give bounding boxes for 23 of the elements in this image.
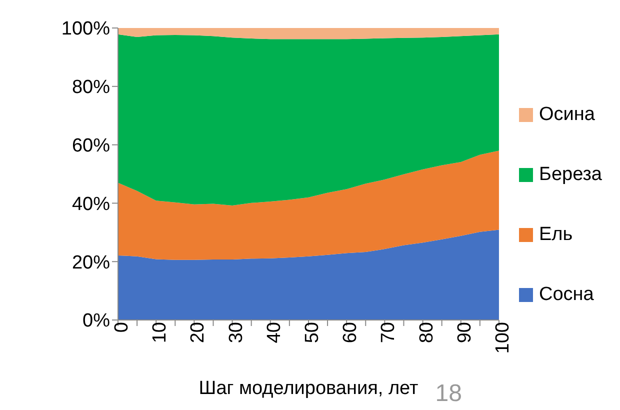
x-tick-label: 100 xyxy=(492,322,514,354)
legend-label: Осина xyxy=(538,104,595,126)
y-tick-label: 0% xyxy=(82,310,110,332)
x-tick-label: 80 xyxy=(416,322,438,344)
legend-label: Ель xyxy=(538,224,573,246)
legend-label: Сосна xyxy=(538,284,594,306)
x-tick-label: 20 xyxy=(188,322,209,344)
x-tick-label: 90 xyxy=(454,322,476,344)
text: 18 xyxy=(435,380,462,408)
y-tick-label: 40% xyxy=(72,194,110,215)
legend-label: Береза xyxy=(538,164,602,186)
y-tick-label: 60% xyxy=(72,136,110,157)
x-axis-title: Шаг моделирования, лет xyxy=(198,378,418,399)
y-tick-label: 80% xyxy=(72,77,110,98)
x-tick-label: 60 xyxy=(340,322,362,344)
x-tick-label: 50 xyxy=(302,322,323,344)
x-tick-label: 70 xyxy=(378,322,400,344)
x-tick-label: 0 xyxy=(111,322,132,333)
x-tick-label: 40 xyxy=(264,322,285,344)
y-tick-label: 100% xyxy=(61,18,110,40)
x-tick-label: 30 xyxy=(226,322,247,344)
x-tick-label: 10 xyxy=(150,322,171,344)
y-tick-label: 20% xyxy=(72,252,110,274)
